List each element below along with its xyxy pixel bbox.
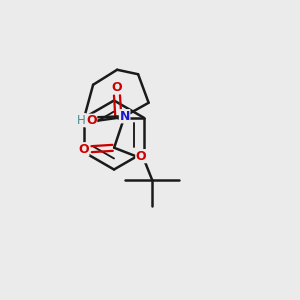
- Text: O: O: [78, 143, 89, 156]
- Text: O: O: [86, 114, 97, 127]
- Text: N: N: [119, 110, 130, 123]
- Text: O: O: [112, 81, 122, 94]
- Text: O: O: [136, 150, 146, 163]
- Text: H: H: [77, 114, 85, 127]
